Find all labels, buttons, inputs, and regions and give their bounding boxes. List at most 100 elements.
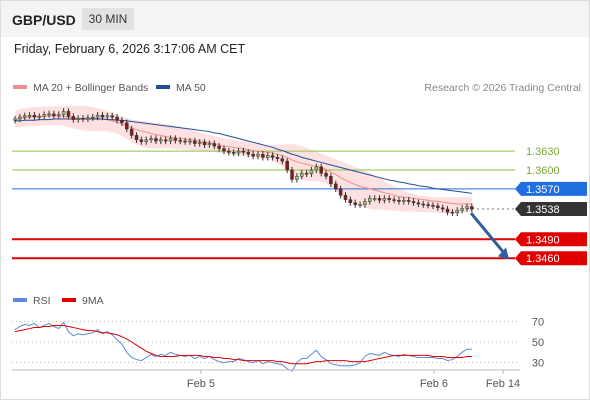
symbol-title: GBP/USD — [12, 12, 76, 28]
candle-up — [27, 114, 32, 117]
pivot-price-tag — [515, 181, 587, 196]
candle-down — [440, 207, 445, 210]
candle-up — [105, 115, 110, 118]
candle-down — [338, 188, 343, 196]
price-plot-area: 1.3630 1.3600 1.3570 1.3538 1.3490 1.3460 — [12, 105, 587, 266]
candle-down — [115, 116, 119, 121]
candle-down — [348, 199, 353, 204]
candle-down — [100, 114, 105, 118]
candle-down — [52, 113, 56, 117]
candle-up — [18, 116, 22, 120]
candle-up — [86, 117, 90, 120]
candle-up — [42, 114, 46, 117]
candle-up — [372, 198, 377, 200]
rsi-tick-label: 70 — [532, 316, 544, 328]
candle-down — [387, 198, 391, 200]
candle-down — [231, 152, 236, 154]
candle-down — [241, 150, 246, 153]
candle-down — [416, 202, 421, 205]
candle-up — [295, 176, 299, 180]
candle-up — [61, 111, 66, 115]
candle-down — [163, 139, 168, 142]
candle-up — [358, 204, 362, 206]
x-axis: Feb 5 Feb 6 Feb 14 — [187, 370, 520, 390]
x-tick-label: Feb 6 — [420, 378, 448, 390]
candle-up — [168, 138, 173, 142]
candle-down — [445, 208, 450, 213]
candle-up — [95, 114, 100, 118]
header-bar: GBP/USD 30 MIN — [1, 1, 589, 37]
candle-down — [450, 211, 455, 214]
candle-down — [227, 150, 231, 153]
candle-up — [314, 166, 319, 171]
candle-down — [139, 139, 144, 142]
candle-down — [110, 115, 114, 118]
candle-down — [183, 140, 187, 143]
candle-down — [319, 166, 323, 174]
timestamp: Friday, February 6, 2026 3:17:06 AM CET — [14, 42, 246, 56]
rsi-ma-line — [14, 324, 472, 365]
candle-down — [129, 128, 134, 136]
last-price-tag — [515, 202, 587, 217]
rsi-tick-label: 30 — [532, 358, 544, 370]
candle-down — [32, 114, 37, 118]
resistance-label: 1.3600 — [526, 165, 560, 177]
candle-up — [382, 198, 387, 201]
candle-down — [329, 176, 333, 185]
candle-down — [66, 111, 71, 117]
candle-down — [212, 143, 217, 147]
candle-down — [120, 119, 124, 124]
candle-down — [81, 118, 85, 120]
candle-up — [256, 154, 260, 157]
candle-up — [460, 208, 464, 211]
candle-down — [397, 199, 401, 202]
candle-up — [13, 118, 17, 121]
bollinger-legend-swatch — [13, 85, 27, 89]
candle-down — [154, 138, 158, 142]
rsi-legend-swatch — [13, 298, 27, 302]
candle-down — [392, 199, 396, 201]
candle-down — [334, 183, 338, 190]
candle-down — [261, 154, 265, 158]
candle-down — [431, 205, 435, 207]
candle-up — [22, 115, 27, 118]
candle-down — [246, 152, 251, 155]
candle-down — [193, 140, 197, 144]
candle-down — [270, 155, 275, 158]
candle-up — [144, 139, 148, 142]
candle-down — [290, 169, 294, 180]
candle-up — [465, 206, 469, 209]
candle-up — [56, 114, 61, 117]
candle-up — [236, 150, 241, 154]
candle-down — [304, 172, 309, 175]
candle-down — [353, 202, 357, 205]
candle-down — [217, 145, 221, 149]
candle-down — [470, 206, 474, 210]
candle-up — [91, 116, 95, 119]
candle-down — [421, 203, 425, 206]
candle-up — [455, 210, 460, 214]
candle-up — [207, 143, 212, 146]
candle-down — [275, 157, 280, 159]
candle-up — [363, 201, 367, 205]
candle-down — [426, 204, 430, 206]
candle-down — [285, 160, 289, 171]
candle-down — [436, 205, 440, 209]
candle-down — [134, 135, 139, 141]
candle-up — [309, 169, 314, 175]
candle-up — [299, 172, 304, 177]
rsi-ma-legend-swatch — [62, 298, 76, 302]
support-price-label: 1.3490 — [526, 234, 560, 246]
ma50-line — [15, 118, 472, 194]
interval-button[interactable]: 30 MIN — [82, 8, 134, 30]
candle-up — [37, 116, 42, 118]
candle-up — [265, 155, 270, 158]
candle-up — [76, 118, 80, 120]
candle-up — [47, 113, 51, 116]
candle-down — [280, 158, 285, 162]
candle-down — [324, 172, 328, 177]
candle-up — [197, 142, 202, 144]
resistance-label: 1.3630 — [526, 146, 560, 158]
